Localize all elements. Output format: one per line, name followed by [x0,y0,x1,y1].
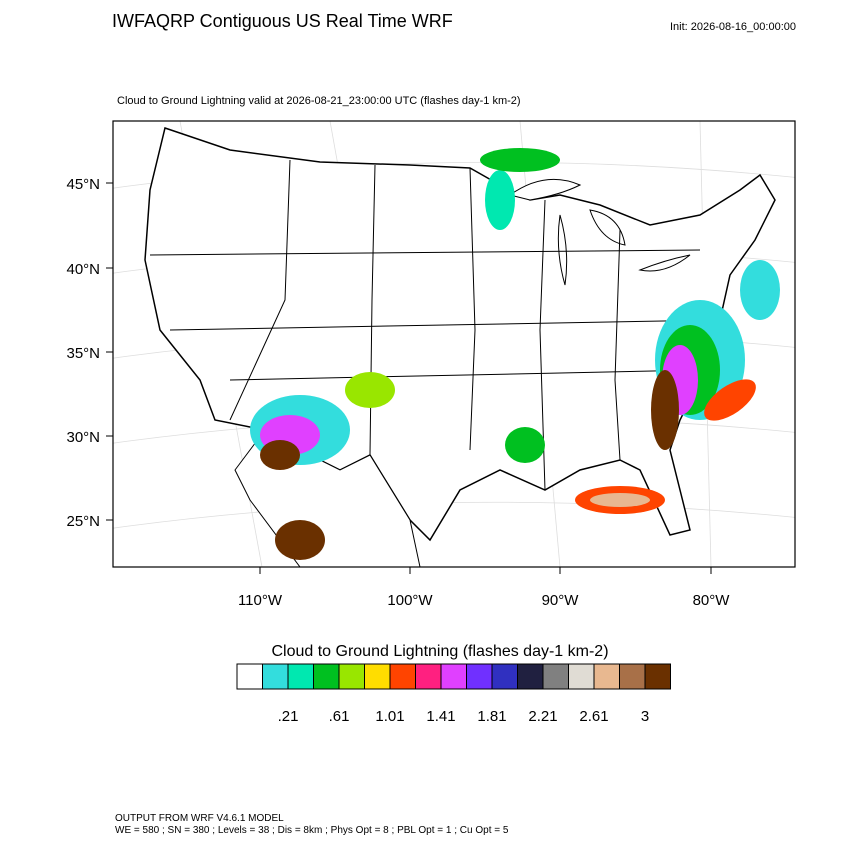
lat-label: 25°N [66,513,100,530]
lat-label: 35°N [66,345,100,362]
lon-label: 80°W [693,592,731,609]
title: IWFAQRP Contiguous US Real Time WRF [112,11,453,31]
init-time: Init: 2026-08-16_00:00:00 [670,21,796,33]
map [112,120,796,568]
footer-line: OUTPUT FROM WRF V4.6.1 MODEL [115,813,284,824]
colorbar-box [517,663,544,690]
colorbar-box [568,663,595,690]
colorbar-box [466,663,493,690]
colorbar-label: .21 [278,708,299,725]
colorbar-title: Cloud to Ground Lightning (flashes day-1… [271,643,608,660]
colorbar-box [287,663,314,690]
colorbar-label: 1.41 [426,708,455,725]
colorbar-box [440,663,467,690]
lon-label: 90°W [542,592,580,609]
colorbar-box [236,663,263,690]
colorbar-box [338,663,365,690]
colorbar-box [619,663,646,690]
colorbar-box [415,663,442,690]
colorbar-box [491,663,518,690]
colorbar-box [542,663,569,690]
colorbar-label: 2.61 [579,708,608,725]
colorbar-box [364,663,391,690]
lat-label: 40°N [66,261,100,278]
colorbar-box [262,663,289,690]
lightning-areas [250,148,780,560]
lon-label: 100°W [387,592,433,609]
colorbar-label: 2.21 [528,708,557,725]
state-lines [149,159,721,491]
lon-label: 110°W [238,592,283,609]
colorbar-label: 1.81 [477,708,506,725]
colorbar-box [593,663,620,690]
map-subtitle: Cloud to Ground Lightning valid at 2026-… [117,95,521,107]
map-frame [112,120,796,568]
colorbar-label: .61 [329,708,350,725]
great-lakes [508,178,691,286]
colorbar-box [313,663,340,690]
lat-label: 30°N [66,429,100,446]
lat-label: 45°N [66,176,100,193]
footer-line: WE = 580 ; SN = 380 ; Levels = 38 ; Dis … [115,825,509,836]
colorbar-label: 1.01 [375,708,404,725]
colorbar-label: 3 [641,708,649,725]
colorbar-box [644,663,671,690]
colorbar-box [389,663,416,690]
